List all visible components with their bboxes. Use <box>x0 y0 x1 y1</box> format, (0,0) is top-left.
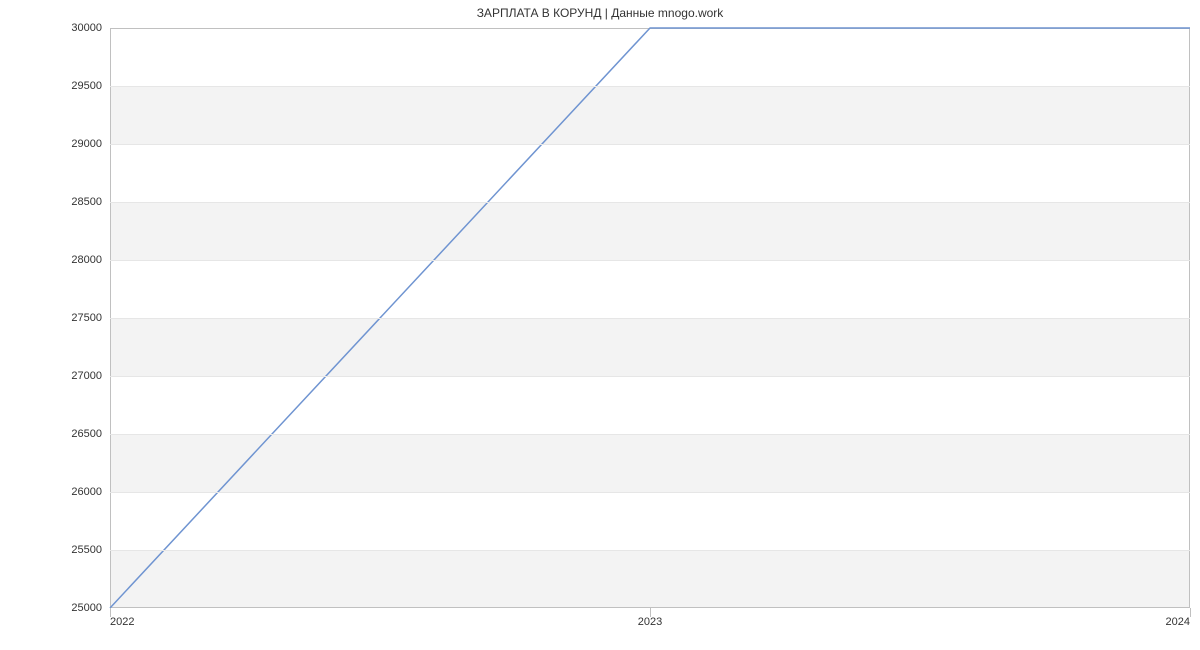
y-tick-label: 27500 <box>71 312 102 324</box>
y-gridline <box>110 260 1190 261</box>
y-gridline <box>110 376 1190 377</box>
chart-container: ЗАРПЛАТА В КОРУНД | Данные mnogo.work 25… <box>0 0 1200 650</box>
plot-area: 2500025500260002650027000275002800028500… <box>110 28 1190 608</box>
y-gridline <box>110 202 1190 203</box>
x-tick-label: 2024 <box>1166 616 1190 628</box>
y-tick-label: 27000 <box>71 370 102 382</box>
x-tick-label: 2022 <box>110 616 134 628</box>
x-tick-mark <box>1190 608 1191 617</box>
y-gridline <box>110 318 1190 319</box>
x-tick-label: 2023 <box>638 616 662 628</box>
y-tick-label: 29500 <box>71 80 102 92</box>
y-gridline <box>110 144 1190 145</box>
y-tick-label: 30000 <box>71 22 102 34</box>
y-tick-label: 29000 <box>71 138 102 150</box>
y-gridline <box>110 492 1190 493</box>
y-tick-label: 25500 <box>71 544 102 556</box>
y-tick-label: 25000 <box>71 602 102 614</box>
y-tick-label: 28000 <box>71 254 102 266</box>
y-tick-label: 26000 <box>71 486 102 498</box>
y-gridline <box>110 550 1190 551</box>
y-gridline <box>110 434 1190 435</box>
chart-title: ЗАРПЛАТА В КОРУНД | Данные mnogo.work <box>0 6 1200 20</box>
y-gridline <box>110 86 1190 87</box>
y-tick-label: 26500 <box>71 428 102 440</box>
y-tick-label: 28500 <box>71 196 102 208</box>
